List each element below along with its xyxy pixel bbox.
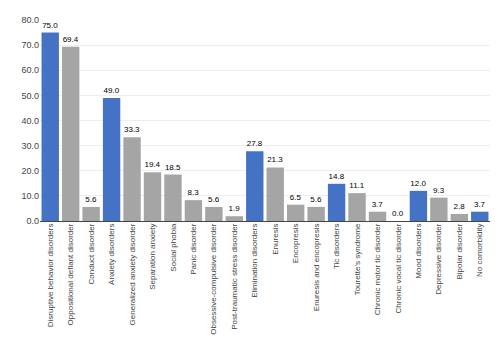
svg-text:40.0: 40.0 [21,116,39,126]
svg-text:Tic disorders: Tic disorders [332,224,341,270]
svg-text:Chronic vocal tic disorder: Chronic vocal tic disorder [394,223,403,313]
svg-text:5.6: 5.6 [85,195,97,204]
svg-text:11.1: 11.1 [349,181,365,190]
svg-text:33.3: 33.3 [124,125,140,134]
svg-text:3.7: 3.7 [474,200,486,209]
svg-text:Enuresis: Enuresis [271,224,280,255]
svg-text:80.0: 80.0 [21,15,39,25]
svg-text:75.0: 75.0 [42,21,58,30]
svg-text:Enuresis and encopresis: Enuresis and encopresis [312,224,321,312]
svg-text:19.4: 19.4 [144,160,160,169]
svg-text:Chronic motor tic disorder: Chronic motor tic disorder [373,223,382,315]
svg-text:12.0: 12.0 [410,179,426,188]
svg-text:10.0: 10.0 [21,191,39,201]
svg-text:Social phobia: Social phobia [169,223,178,272]
svg-text:1.9: 1.9 [228,204,240,213]
svg-text:Mood disorders: Mood disorders [414,224,423,279]
svg-text:Separation anxiety: Separation anxiety [148,224,157,290]
svg-text:0.0: 0.0 [26,216,39,226]
svg-text:Elimination disorders: Elimination disorders [250,224,259,298]
svg-text:21.3: 21.3 [267,155,283,164]
svg-text:18.5: 18.5 [165,163,181,172]
svg-text:60.0: 60.0 [21,65,39,75]
svg-text:Oppositional defiant disorder: Oppositional defiant disorder [66,223,75,325]
svg-text:50.0: 50.0 [21,91,39,101]
svg-text:Encopresis: Encopresis [291,224,300,264]
svg-text:Tourette's syndrome: Tourette's syndrome [353,223,362,295]
svg-text:Disruptive behavior disorders: Disruptive behavior disorders [46,224,55,328]
svg-text:20.0: 20.0 [21,166,39,176]
svg-text:30.0: 30.0 [21,141,39,151]
svg-text:8.3: 8.3 [188,188,200,197]
svg-text:14.8: 14.8 [329,172,345,181]
svg-text:70.0: 70.0 [21,40,39,50]
svg-text:0.0: 0.0 [392,209,404,218]
svg-text:Bipolar disorder: Bipolar disorder [455,223,464,279]
svg-text:Generalized anxiety disorder: Generalized anxiety disorder [128,223,137,325]
svg-text:49.0: 49.0 [104,86,120,95]
svg-text:Panic disorder: Panic disorder [189,223,198,274]
svg-text:No comorbidity: No comorbidity [475,224,484,277]
svg-text:Obsessive-compulsive disorder: Obsessive-compulsive disorder [209,223,218,334]
svg-text:9.3: 9.3 [433,186,445,195]
svg-text:Conduct disorder: Conduct disorder [87,223,96,284]
svg-text:3.7: 3.7 [372,200,384,209]
svg-text:6.5: 6.5 [290,193,302,202]
svg-text:2.8: 2.8 [453,202,465,211]
svg-text:69.4: 69.4 [63,35,79,44]
svg-text:27.8: 27.8 [247,139,263,148]
svg-text:Depressive disorder: Depressive disorder [434,223,443,294]
svg-text:5.6: 5.6 [310,195,322,204]
svg-text:5.6: 5.6 [208,195,220,204]
svg-text:Post-traumatic stress disorder: Post-traumatic stress disorder [230,223,239,330]
svg-text:Anxiety disorders: Anxiety disorders [107,224,116,285]
